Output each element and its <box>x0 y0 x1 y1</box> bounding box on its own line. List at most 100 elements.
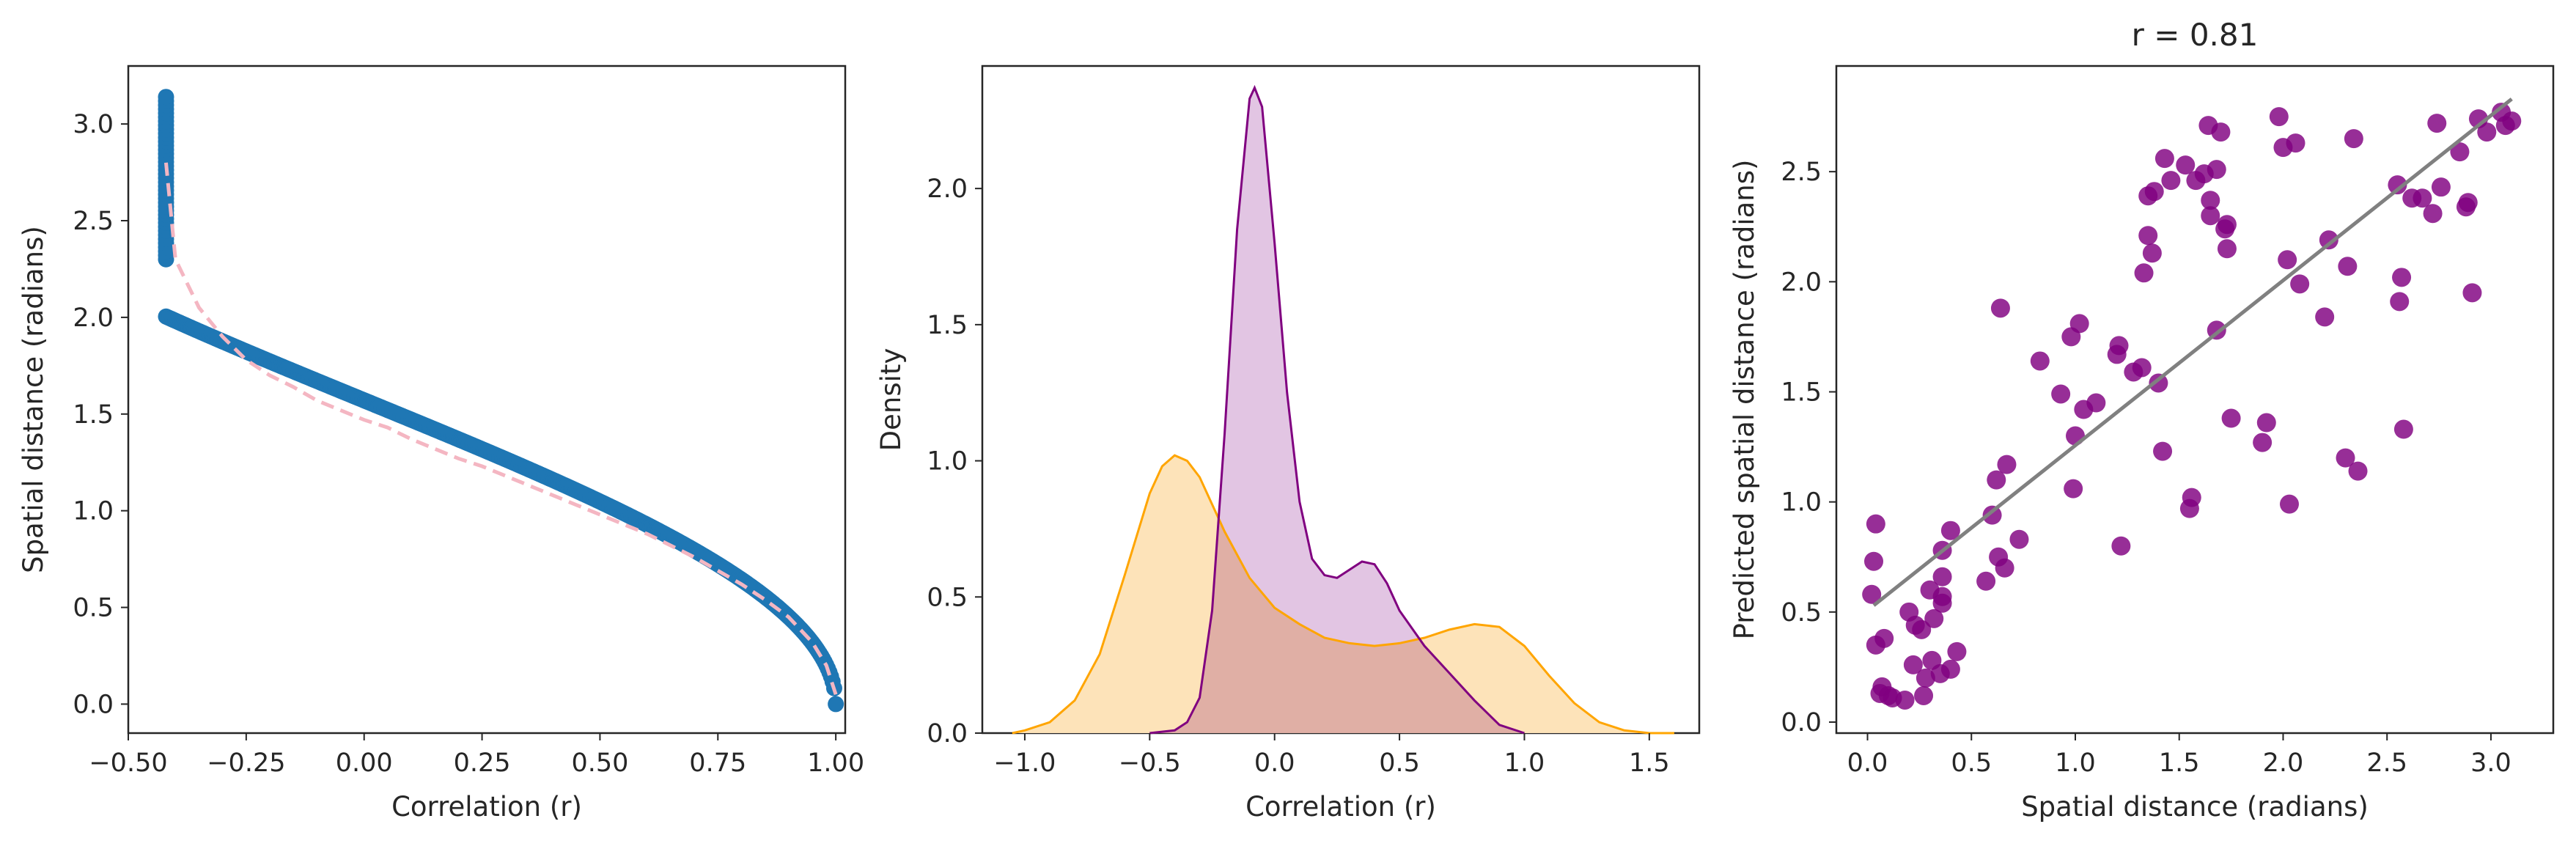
scatter-point <box>1862 584 1882 604</box>
x-tick-label: −0.50 <box>89 748 167 778</box>
panel-density: −1.0 −0.5 0.0 0.5 1.0 1.5 0.0 0.5 1.0 1.5 2.0 Corr… <box>875 65 1701 823</box>
y-tick-label: 2.0 <box>927 174 968 204</box>
scatter-point <box>2142 243 2162 263</box>
scatter-point <box>2462 283 2482 303</box>
scatter-point <box>2154 149 2174 169</box>
density-line-orange <box>1012 454 1674 735</box>
y-tick-label: 0.5 <box>1781 598 1822 628</box>
scatter-point <box>2319 230 2338 250</box>
scatter-point <box>1932 567 1952 586</box>
y-axis-label: Predicted spatial distance (radians) <box>1729 160 1760 640</box>
scatter-point <box>2138 226 2158 246</box>
x-axis-label: Correlation (r) <box>391 791 582 823</box>
scatter-point <box>2144 182 2164 202</box>
y-tick-label: 0.0 <box>927 719 968 748</box>
scatter-point <box>2458 193 2478 213</box>
scatter-point <box>828 696 844 713</box>
y-tick-label: 3.0 <box>73 110 114 139</box>
scatter-point <box>2217 239 2237 259</box>
y-tick-label: 1.5 <box>1781 378 1822 407</box>
y-tick-label: 1.0 <box>1781 488 1822 518</box>
scatter-point <box>2201 206 2220 226</box>
x-tick-label: 0.0 <box>1847 748 1888 778</box>
scatter-point <box>2217 215 2237 235</box>
plot-frame <box>127 65 847 735</box>
scatter-point <box>2278 250 2297 270</box>
x-tick-label: 3.0 <box>2470 748 2511 778</box>
scatter-point <box>2336 448 2355 468</box>
x-tick-label: 1.0 <box>1504 748 1545 778</box>
x-tick-label: 0.0 <box>1254 748 1295 778</box>
scatter-point <box>1864 551 1884 571</box>
scatter-point <box>2009 529 2029 549</box>
scatter-point <box>2279 494 2299 514</box>
density-area-purple <box>1149 87 1525 733</box>
scatter-point <box>1947 641 1967 661</box>
scatter-point <box>2182 488 2201 507</box>
x-tick-label: 1.00 <box>807 748 864 778</box>
scatter-point <box>2427 114 2447 133</box>
y-tick-label: 1.0 <box>73 497 114 526</box>
scatter-point <box>1903 655 1923 674</box>
scatter-point <box>1940 521 1960 540</box>
plot-area <box>158 89 844 713</box>
scatter-point <box>2149 373 2168 393</box>
scatter-point <box>2221 408 2241 428</box>
scatter-point <box>2477 122 2497 142</box>
x-tick-label: −0.25 <box>207 748 285 778</box>
scatter-point <box>2253 433 2273 452</box>
scatter-point <box>1990 298 2010 318</box>
x-tick-label: 0.75 <box>689 748 746 778</box>
scatter-point <box>2344 129 2363 149</box>
x-tick-label: 0.5 <box>1951 748 1992 778</box>
y-tick-label: 2.5 <box>73 207 114 236</box>
scatter-point <box>1866 514 1885 534</box>
scatter-point <box>2201 191 2220 210</box>
scatter-point <box>1987 470 2006 490</box>
scatter-point <box>2390 292 2410 312</box>
x-tick-label: 0.25 <box>454 748 511 778</box>
scatter-point <box>1976 571 1996 591</box>
scatter-point <box>1924 608 1944 628</box>
scatter-point <box>2286 133 2305 153</box>
y-tick-label: 2.5 <box>1781 158 1822 187</box>
x-tick-label: 1.5 <box>2159 748 2200 778</box>
scatter-point <box>2086 393 2106 413</box>
y-tick-label: 0.0 <box>73 690 114 719</box>
x-axis-label: Spatial distance (radians) <box>2021 791 2369 823</box>
scatter-point <box>2338 257 2358 276</box>
trend-line <box>163 162 838 696</box>
scatter-point <box>1932 586 1952 606</box>
scatter-point <box>2392 268 2412 287</box>
scatter-point <box>2109 336 2129 356</box>
plot-area <box>1862 98 2522 710</box>
x-tick-label: 1.5 <box>1629 748 1670 778</box>
scatter-point <box>1916 668 1935 688</box>
scatter-point <box>1914 685 1934 705</box>
scatter-point <box>158 89 174 106</box>
scatter-point <box>2207 160 2226 180</box>
scatter-point <box>2393 419 2413 439</box>
x-tick-label: 2.5 <box>2366 748 2407 778</box>
scatter-point <box>2315 307 2335 327</box>
x-tick-label: 0.50 <box>571 748 628 778</box>
density-area-orange <box>1012 455 1674 733</box>
scatter-point <box>1997 455 2017 474</box>
scatter-point <box>2211 122 2231 142</box>
x-tick-label: 0.5 <box>1379 748 1420 778</box>
scatter-point <box>1995 558 2014 578</box>
scatter-point <box>2176 155 2196 175</box>
y-axis-label: Density <box>875 348 907 452</box>
plot-area <box>1012 84 1674 735</box>
scatter-point <box>2064 479 2083 499</box>
scatter-point <box>2256 413 2276 433</box>
fit-line <box>1872 98 2513 607</box>
scatter-point <box>2132 358 2152 378</box>
x-tick-label: 0.00 <box>336 748 393 778</box>
x-tick-label: −1.0 <box>993 748 1056 778</box>
scatter-point <box>2153 441 2173 461</box>
density-line-purple <box>1149 84 1525 735</box>
axis-ticks: −1.0 −0.5 0.0 0.5 1.0 1.5 0.0 0.5 1.0 1.5 2.0 <box>927 174 1669 778</box>
x-tick-label: 1.0 <box>2055 748 2096 778</box>
